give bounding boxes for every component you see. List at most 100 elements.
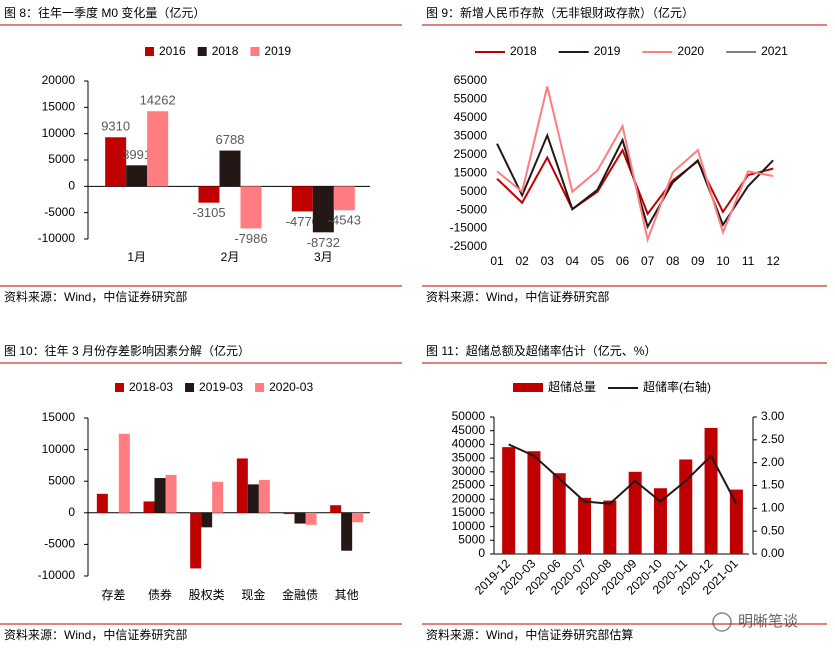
- y-tick-label: 40000: [452, 437, 486, 451]
- bar: [247, 484, 259, 513]
- bar: [294, 512, 306, 524]
- data-label: 9310: [101, 119, 130, 134]
- bar: [143, 501, 155, 513]
- y-tick-label: 0: [68, 179, 75, 193]
- bar: [341, 512, 353, 551]
- y-tick-label: 45000: [454, 110, 488, 124]
- line: [508, 443, 738, 505]
- legend-label: 2020-03: [269, 380, 313, 394]
- y2-tick-label: 0.00: [761, 546, 785, 560]
- data-label: -4543: [328, 213, 361, 228]
- bar: [552, 473, 566, 554]
- data-label: -4770: [286, 214, 319, 229]
- x-tick-label: 11: [742, 254, 755, 268]
- y2-tick-label: 1.50: [761, 478, 785, 492]
- y-tick-label: 55000: [454, 92, 488, 106]
- x-tick-label: 1月: [127, 250, 146, 264]
- y-tick-label: -10000: [38, 568, 76, 582]
- x-tick-label: 现金: [241, 587, 265, 602]
- x-tick-label: 股权类: [189, 588, 225, 602]
- legend-label: 2018: [510, 44, 537, 58]
- bar: [147, 111, 169, 187]
- bar: [704, 427, 718, 554]
- y-tick-label: 10000: [42, 126, 76, 140]
- y-tick-label: 10000: [452, 519, 486, 533]
- y-tick-label: 15000: [42, 410, 76, 424]
- legend-swatch: [115, 383, 124, 392]
- x-tick-label: 存差: [101, 588, 125, 602]
- bar: [305, 512, 317, 525]
- legend-label: 2019-03: [199, 380, 243, 394]
- y-tick-label: 35000: [454, 129, 488, 143]
- chart-title: 图 10：往年 3 月份存差影响因素分解（亿元）: [4, 343, 250, 358]
- x-tick-label: 2月: [221, 250, 240, 264]
- y-tick-label: 20000: [42, 73, 76, 87]
- y-tick-label: -15000: [450, 221, 488, 235]
- legend-swatch: [185, 383, 195, 392]
- chart-title: 图 9：新增人民币存款（无非银财政存款）（亿元）: [426, 5, 694, 20]
- watermark-icon: [712, 612, 732, 632]
- bar: [154, 478, 166, 513]
- source: 资料来源：Wind，中信证券研究部: [4, 627, 187, 642]
- bar: [190, 512, 202, 569]
- y2-tick-label: 0.50: [761, 523, 785, 537]
- y-tick-label: -25000: [450, 239, 488, 253]
- bar: [258, 479, 270, 513]
- chart-title: 图 8：往年一季度 M0 变化量（亿元）: [4, 5, 205, 20]
- x-tick-label: 债券: [148, 587, 172, 602]
- watermark: 明晰笔谈: [738, 613, 798, 630]
- y2-tick-label: 3.00: [761, 409, 785, 423]
- y-tick-label: 20000: [452, 491, 486, 505]
- y-tick-label: 0: [478, 546, 485, 560]
- y-tick-label: 30000: [452, 464, 486, 478]
- y-tick-label: 5000: [48, 473, 75, 487]
- y-tick-label: 65000: [454, 73, 488, 87]
- y-tick-label: 5000: [460, 184, 487, 198]
- legend-label: 2020: [677, 44, 704, 58]
- bar: [236, 458, 248, 513]
- legend-label: 2018: [212, 44, 239, 58]
- y-tick-label: 0: [68, 505, 75, 519]
- legend-swatch: [145, 47, 154, 56]
- y-tick-label: 45000: [452, 423, 486, 437]
- legend-label: 2018-03: [129, 380, 173, 394]
- bar: [291, 186, 313, 212]
- data-label: 6788: [216, 132, 245, 147]
- y-tick-label: 5000: [48, 152, 75, 166]
- x-tick-label: 05: [591, 254, 605, 268]
- bar: [105, 137, 127, 187]
- bar: [502, 447, 516, 554]
- y-tick-label: 15000: [452, 505, 486, 519]
- data-label: -3105: [192, 205, 225, 220]
- bar: [729, 489, 743, 554]
- legend-swatch: [255, 383, 265, 392]
- bar: [603, 500, 617, 554]
- x-tick-label: 08: [666, 254, 680, 268]
- legend-label: 超储率(右轴): [643, 379, 711, 394]
- x-tick-label: 其他: [335, 588, 359, 602]
- bar: [653, 488, 667, 554]
- y-tick-label: 35000: [452, 450, 486, 464]
- x-tick-label: 06: [616, 254, 630, 268]
- legend-label: 2021: [761, 44, 788, 58]
- bar: [679, 459, 693, 554]
- y-tick-label: 25000: [452, 478, 486, 492]
- chart-title: 图 11：超储总额及超储率估计（亿元、%）: [426, 343, 656, 358]
- x-tick-label: 02: [515, 254, 529, 268]
- y-tick-label: 10000: [42, 442, 76, 456]
- y2-tick-label: 2.50: [761, 432, 785, 446]
- data-label: 3991: [122, 147, 151, 162]
- bar: [165, 474, 177, 513]
- bar: [312, 186, 334, 233]
- legend-swatch: [197, 47, 207, 56]
- bar: [330, 505, 342, 513]
- source: 资料来源：Wind，中信证券研究部: [4, 289, 187, 304]
- y-tick-label: 15000: [42, 100, 76, 114]
- legend-label: 超储总量: [548, 379, 596, 394]
- bar: [283, 512, 295, 515]
- bar: [126, 165, 148, 187]
- bar: [628, 471, 642, 554]
- data-label: -7986: [234, 231, 267, 246]
- bar: [352, 512, 364, 523]
